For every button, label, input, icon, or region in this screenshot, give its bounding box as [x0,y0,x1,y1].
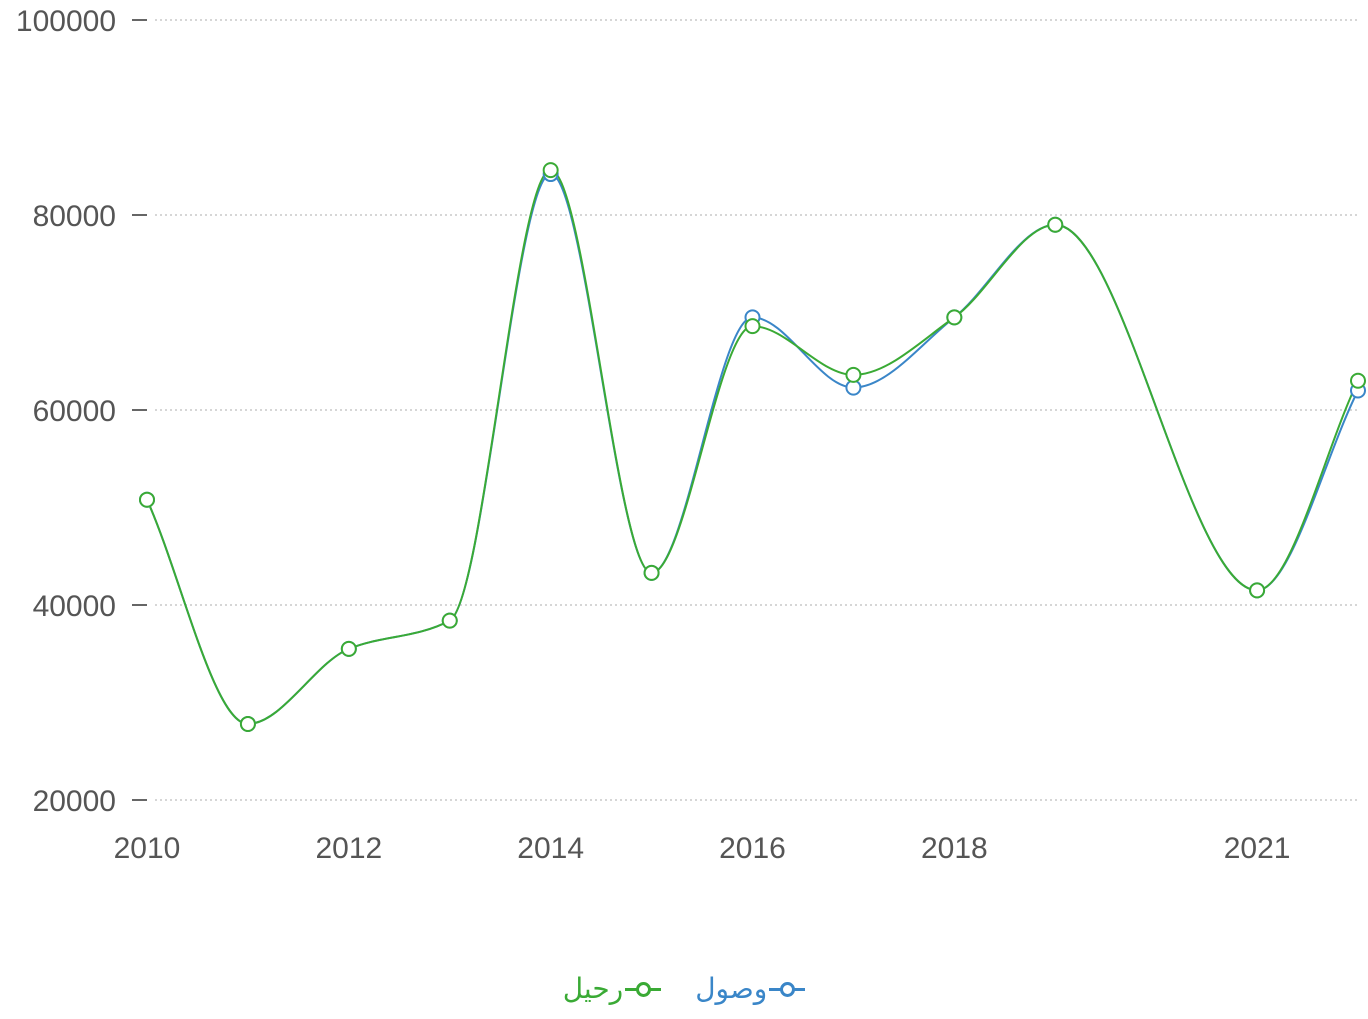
y-axis: 20000 40000 60000 80000 100000 [16,5,147,818]
data-point-series-1[interactable] [239,715,256,732]
y-tick-label: 40000 [33,590,116,623]
x-tick-label: 2021 [1224,832,1291,865]
x-tick-label: 2012 [315,832,382,865]
x-tick-label: 2014 [517,832,584,865]
y-tick-label: 60000 [33,395,116,428]
data-point-series-1[interactable] [1047,216,1064,233]
legend-label-departure: رحيل [562,972,624,1005]
data-point-series-1[interactable] [542,162,559,179]
y-tick-label: 20000 [33,785,116,818]
x-tick-label: 2018 [921,832,988,865]
data-point-series-1[interactable] [340,640,357,657]
series-layer [139,162,1366,732]
data-point-series-1[interactable] [946,309,963,326]
legend-marker-departure-icon [625,981,662,997]
y-tick-label: 100000 [16,5,116,38]
data-point-series-1[interactable] [643,564,660,581]
x-tick-label: 2016 [719,832,786,865]
data-point-series-1[interactable] [139,491,155,508]
grid-layer [155,19,1358,801]
series-line-1 [146,169,1359,725]
legend-item-departure[interactable]: رحيل [562,972,662,1005]
data-point-series-1[interactable] [845,366,862,383]
legend-marker-arrival-icon [769,981,806,997]
x-axis: 2010 2012 2014 2016 2018 2021 [114,832,1291,865]
legend-item-arrival[interactable]: وصول [695,972,806,1005]
data-point-series-1[interactable] [1350,372,1366,389]
legend: رحيل وصول [0,972,1368,1005]
x-tick-label: 2010 [114,832,181,865]
legend-label-arrival: وصول [695,972,768,1005]
data-point-series-1[interactable] [744,318,761,335]
data-point-series-1[interactable] [441,612,458,629]
data-point-series-1[interactable] [1249,582,1266,599]
series-line-0 [146,173,1359,725]
y-tick-label: 80000 [33,200,116,233]
